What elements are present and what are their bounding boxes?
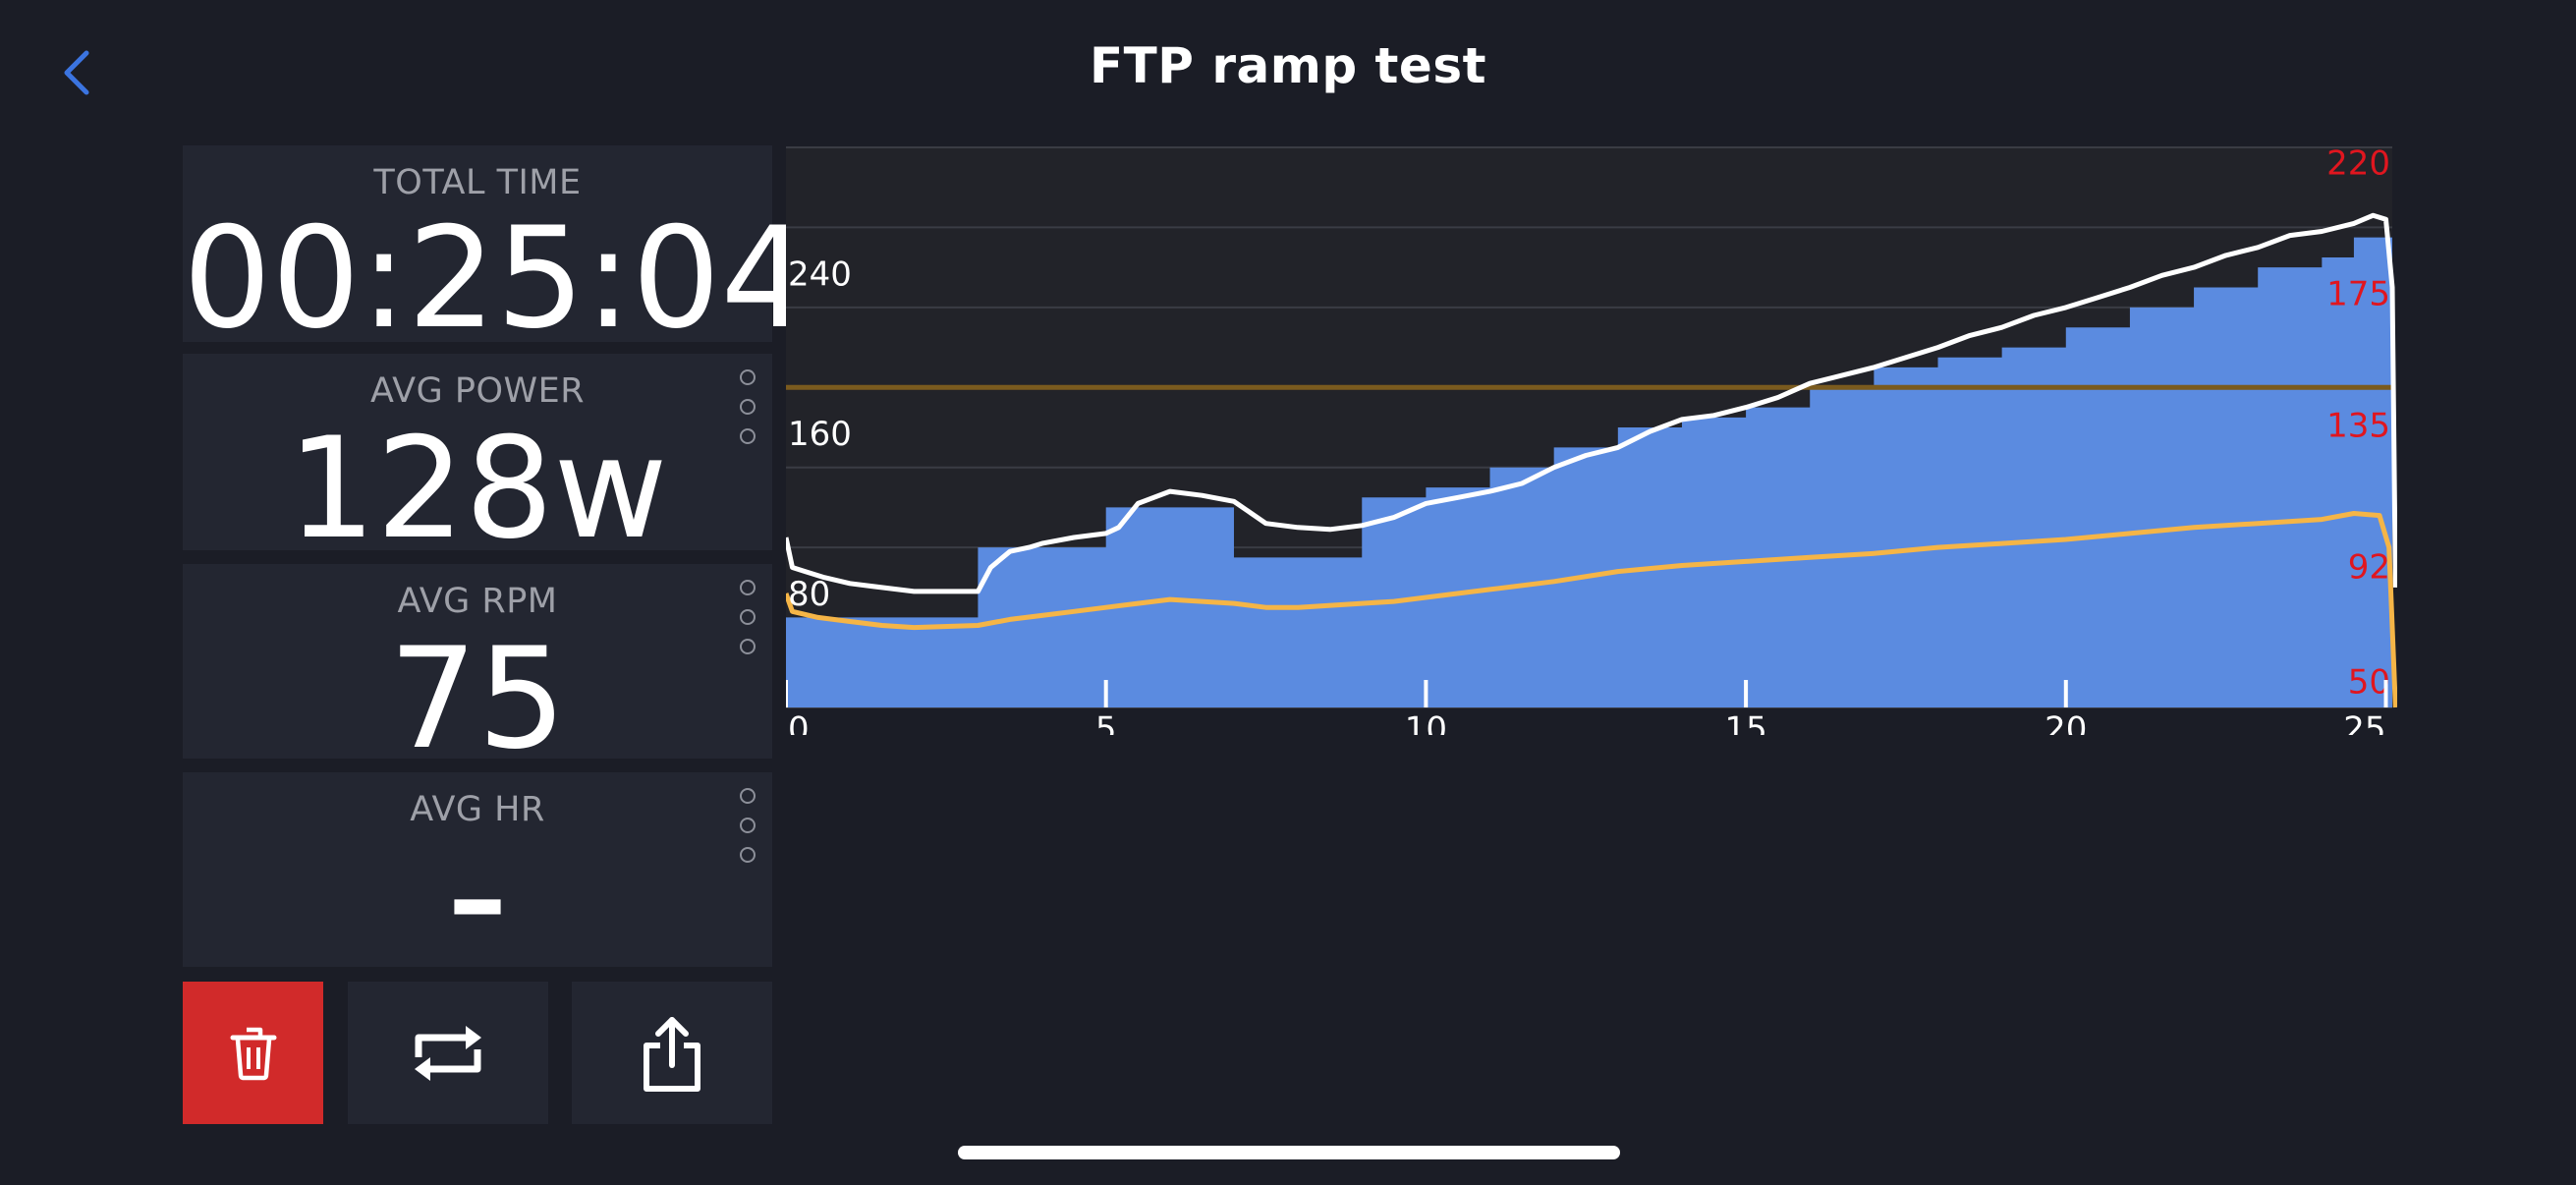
total-time-value: 00:25:04 [183, 198, 810, 360]
x-axis-tick-label: 10 [1405, 710, 1447, 736]
avg-rpm-value: 75 [388, 618, 567, 780]
workout-chart-svg: 3202401608022017513592500510152025 [783, 95, 2398, 750]
page-title: FTP ramp test [1090, 37, 1486, 94]
avg-rpm-card: AVG RPM 75 [183, 564, 772, 778]
x-axis-tick-label: 15 [1724, 710, 1766, 736]
avg-rpm-options-button[interactable] [739, 580, 756, 660]
avg-power-card: AVG POWER 128w [183, 354, 772, 568]
total-time-card: TOTAL TIME 00:25:04 [183, 145, 810, 358]
trash-icon [230, 1027, 276, 1080]
avg-hr-label: AVG HR [410, 790, 545, 829]
share-icon [644, 1016, 700, 1092]
avg-power-label: AVG POWER [369, 371, 586, 411]
target-power-area [786, 237, 2392, 707]
dot-icon [740, 788, 756, 804]
x-axis-tick-label: 20 [2044, 710, 2087, 736]
avg-hr-card: AVG HR – [183, 772, 772, 968]
left-axis-tick-label: 160 [788, 415, 852, 454]
dot-icon [740, 818, 756, 833]
right-axis-tick-label: 92 [2348, 548, 2390, 588]
share-button[interactable] [572, 982, 772, 1124]
dot-icon [740, 609, 756, 625]
dot-icon [740, 580, 756, 595]
back-button[interactable] [57, 47, 96, 98]
right-axis-tick-label: 50 [2348, 663, 2390, 703]
cadence-line [783, 511, 2398, 708]
avg-rpm-label: AVG RPM [397, 582, 558, 621]
right-axis-tick-label: 135 [2326, 407, 2390, 446]
home-indicator [958, 1146, 1620, 1159]
avg-hr-options-button[interactable] [739, 788, 756, 869]
dot-icon [740, 639, 756, 654]
right-axis-tick-label: 220 [2326, 145, 2390, 184]
repeat-icon [415, 1025, 481, 1081]
x-axis-tick-label: 0 [788, 710, 810, 736]
left-axis-tick-label: 240 [788, 254, 852, 294]
x-axis-tick-label: 25 [2343, 710, 2385, 736]
repeat-button[interactable] [348, 982, 548, 1124]
avg-power-value: 128w [287, 408, 668, 570]
x-axis-tick-label: 5 [1095, 710, 1117, 736]
power-line [783, 212, 2398, 594]
avg-power-options-button[interactable] [739, 369, 756, 450]
total-time-label: TOTAL TIME [373, 163, 582, 202]
chevron-left-icon [64, 50, 89, 95]
delete-button[interactable] [183, 982, 323, 1124]
avg-hr-value: – [448, 831, 507, 968]
dot-icon [740, 428, 756, 444]
right-axis-tick-label: 175 [2326, 274, 2390, 313]
workout-chart: 3202401608022017513592500510152025 [783, 95, 2398, 750]
dot-icon [740, 369, 756, 385]
dot-icon [740, 847, 756, 863]
dot-icon [740, 399, 756, 415]
left-axis-tick-label: 80 [788, 575, 830, 614]
